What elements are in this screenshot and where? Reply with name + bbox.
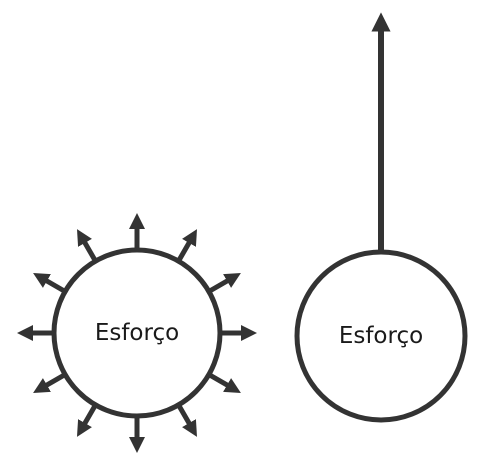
radial-arrow-8 [77, 402, 99, 437]
radial-arrow-3 [206, 273, 241, 295]
radial-arrow-2 [175, 229, 197, 264]
scattered-effort-group: Esforço [16, 212, 258, 454]
radial-arrow-9 [33, 371, 68, 393]
radial-arrow-6 [175, 402, 197, 437]
scattered-effort-circle [51, 247, 223, 419]
radial-arrows [16, 212, 258, 454]
radial-arrow-5 [206, 371, 241, 393]
radial-arrow-11 [33, 273, 68, 295]
scattered-effort-label: Esforço [95, 320, 179, 346]
focused-effort-circle [294, 249, 468, 423]
focused-effort-label: Esforço [339, 323, 423, 349]
radial-arrow-12 [77, 229, 99, 264]
focused-effort-group: Esforço [294, 12, 468, 423]
